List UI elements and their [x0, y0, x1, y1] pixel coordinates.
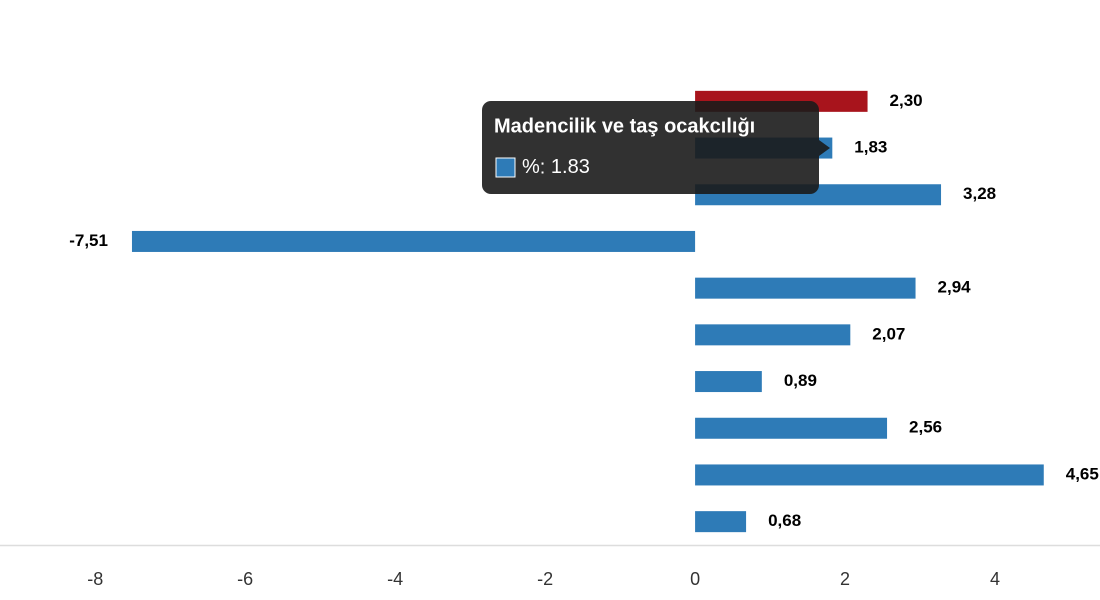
tooltip-swatch — [495, 157, 516, 178]
value-label: -7,51 — [69, 231, 108, 250]
x-tick-label: -8 — [87, 569, 103, 589]
x-tick-label: -6 — [237, 569, 253, 589]
bar — [695, 464, 1044, 486]
value-label: 0,89 — [784, 371, 817, 390]
tooltip-title: Madencilik ve taş ocakcılığı — [494, 115, 755, 137]
tooltip-pointer — [819, 140, 830, 156]
value-label: 1,83 — [854, 138, 887, 157]
x-tick-label: 0 — [690, 569, 700, 589]
value-label: 2,30 — [890, 91, 923, 110]
bar — [131, 230, 696, 252]
value-label: 4,65 — [1066, 464, 1099, 483]
value-label: 0,68 — [768, 511, 801, 530]
value-label: 2,56 — [909, 418, 942, 437]
x-tick-label: 2 — [840, 569, 850, 589]
x-tick-label: 4 — [990, 569, 1000, 589]
value-label: 2,94 — [938, 278, 972, 297]
tooltip: Madencilik ve taş ocakcılığı %: 1.83 — [482, 101, 830, 194]
value-label: 2,07 — [872, 324, 905, 343]
bar — [695, 324, 851, 346]
bar — [695, 511, 747, 533]
value-label: 3,28 — [963, 184, 996, 203]
bar — [695, 371, 762, 393]
tooltip-value: %: 1.83 — [522, 156, 590, 178]
bar — [695, 277, 916, 299]
tooltip-box — [482, 101, 819, 194]
tooltip-series: % — [522, 156, 540, 178]
tooltip-number: 1.83 — [551, 156, 590, 178]
x-tick-label: -4 — [387, 569, 403, 589]
bar — [695, 417, 888, 439]
x-tick-label: -2 — [537, 569, 553, 589]
